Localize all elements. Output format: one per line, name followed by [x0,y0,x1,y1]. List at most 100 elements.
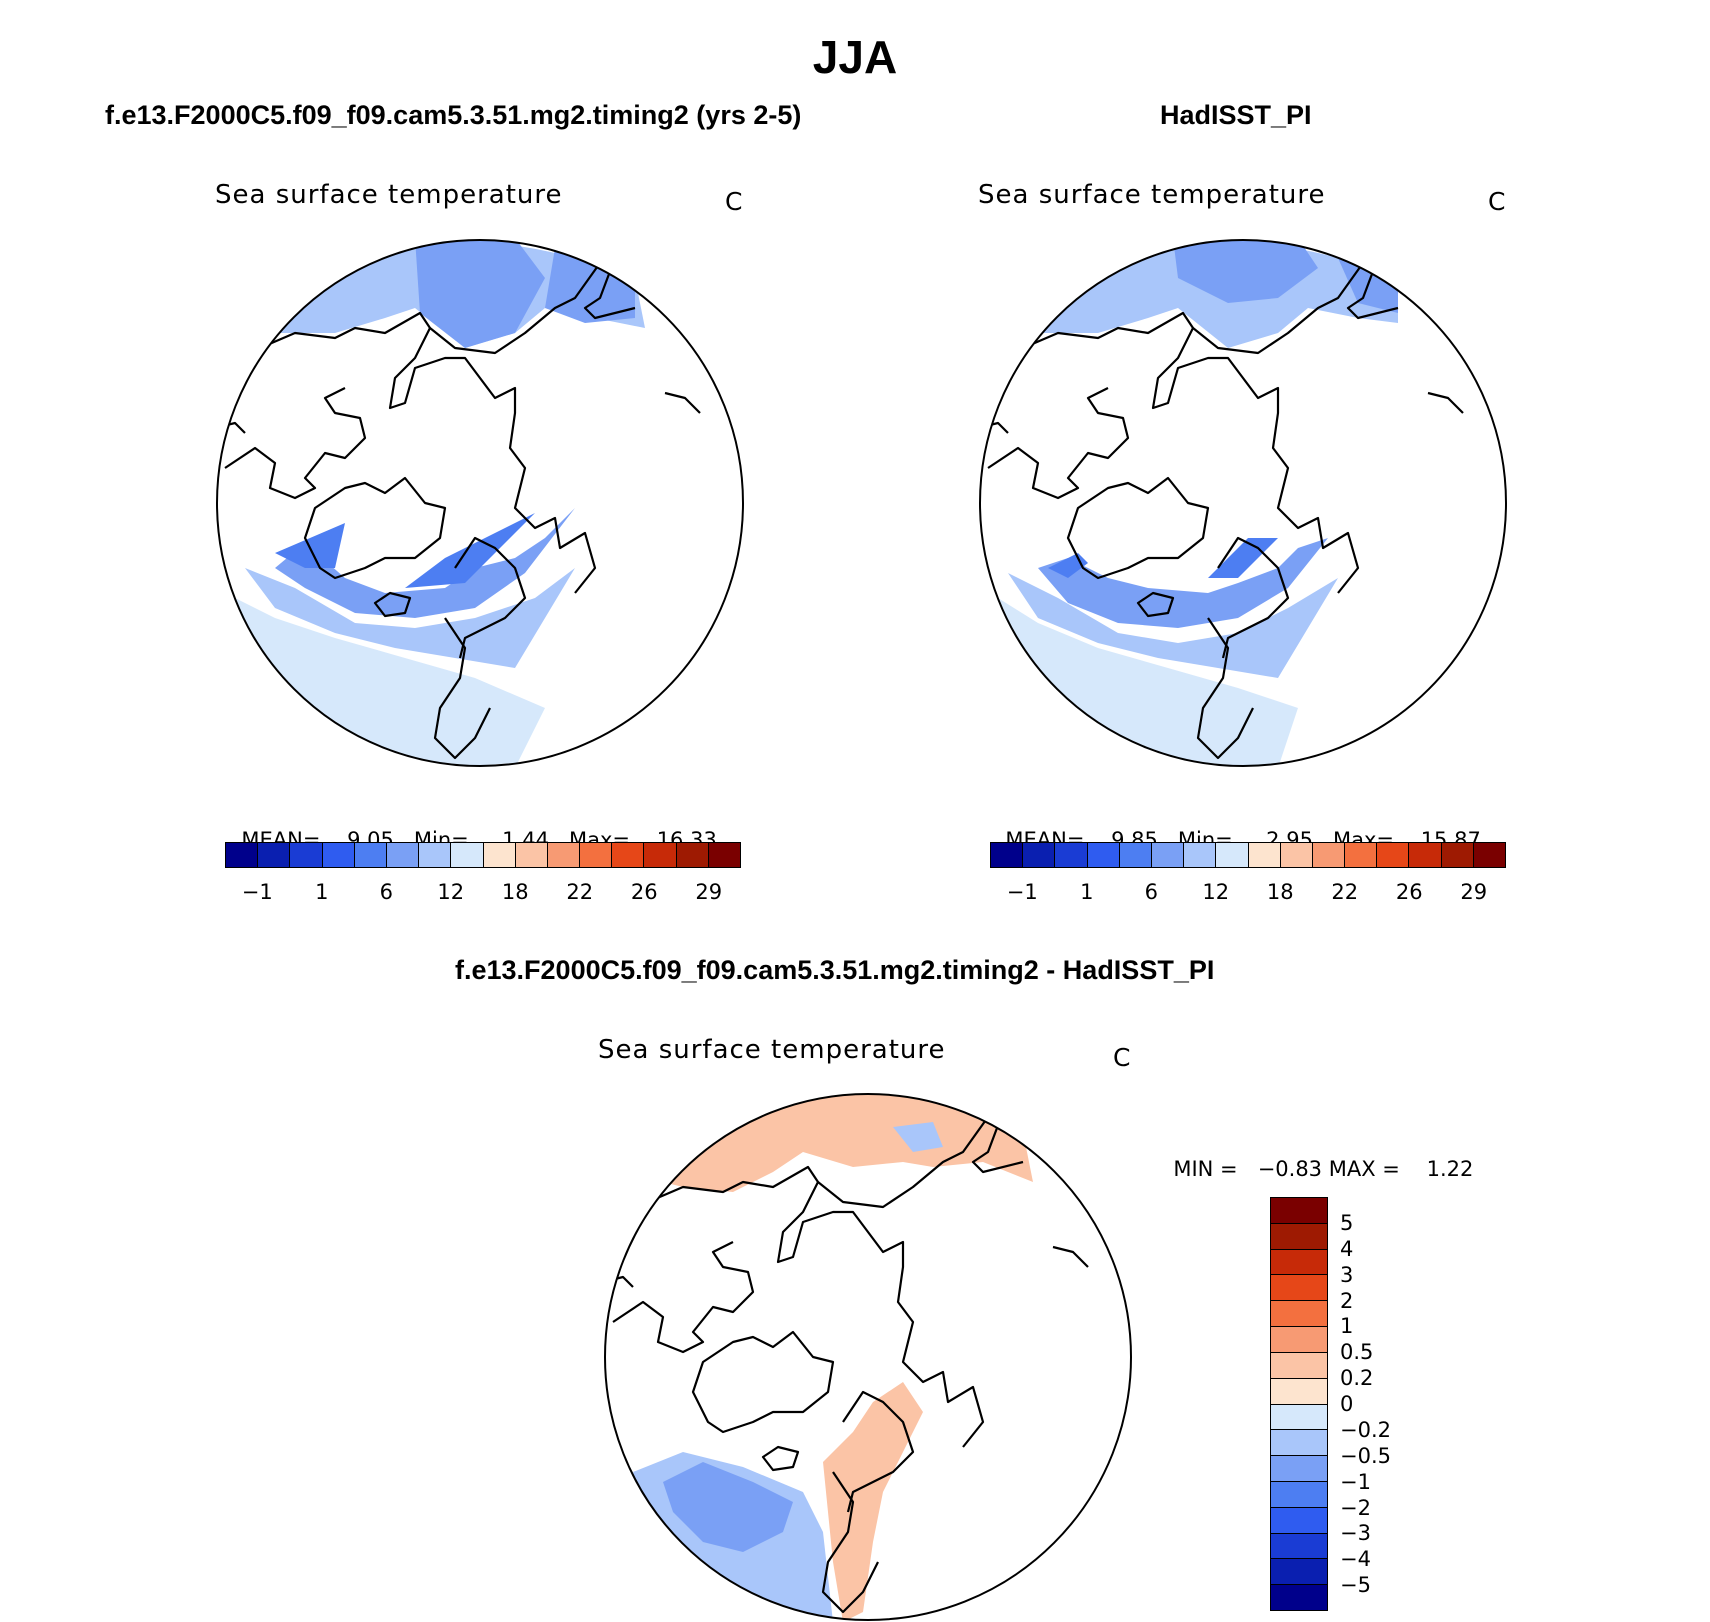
diff-variable-label: Sea surface temperature [598,1035,946,1065]
right-atlantic-mid [1008,573,1338,678]
diff-colorbar-tick-label: −1 [1340,1469,1371,1494]
right-colorbar-swatch [1473,843,1505,867]
right-coast-greenland [1066,476,1210,580]
right-colorbar-tick-label: 26 [1395,880,1423,904]
right-coast-scandinavia [1217,536,1290,659]
right-colorbar-swatch [1248,843,1281,867]
left-bering-sea [415,240,545,348]
diff-colorbar-tick-label: 0.5 [1340,1340,1374,1365]
right-coast-canada [980,387,1130,500]
left-colorbar-tick-label: −1 [241,880,273,904]
left-colorbar-tick-label: 12 [437,880,465,904]
right-atlantic-warm [998,598,1298,766]
diff-max-label: MAX = [1328,1157,1400,1181]
right-colorbar-swatch [1441,843,1474,867]
diff-panel-title: f.e13.F2000C5.f09_f09.cam5.3.51.mg2.timi… [455,955,1215,985]
left-colorbar-tick-label: 1 [315,880,329,904]
left-colorbar-swatch [644,843,677,867]
left-colorbar-swatch [258,843,291,867]
diff-coast-asia [817,1110,1024,1209]
right-colorbar-swatch [1377,843,1410,867]
diff-colorbar [1270,1197,1328,1611]
left-colorbar-ticks: −1 1 6 12 18 22 26 29 [225,880,741,910]
left-colorbar-swatch [451,843,484,867]
right-north-atlantic-cold [1038,538,1328,628]
diff-colorbar-ticks: 5 4 3 2 1 0.5 0.2 0 −0.2 −0.5 −1 −2 −3 −4 −5 [1340,1197,1440,1611]
diff-norwegian-positive [823,1382,923,1620]
left-variable-label: Sea surface temperature [215,180,563,210]
diff-colorbar-swatch [1271,1558,1327,1585]
right-colorbar-swatch [1409,843,1442,867]
diff-colorbar-swatch [1271,1403,1327,1430]
left-north-atlantic-cold [275,508,575,618]
left-colorbar-swatch [483,843,516,867]
diff-colorbar-swatch [1271,1248,1327,1275]
diff-min-value: −0.83 [1257,1157,1323,1181]
right-colorbar-tick-label: −1 [1006,880,1038,904]
diff-colorbar-tick-label: 1 [1340,1314,1354,1339]
left-colorbar-swatch [290,843,323,867]
left-coast-scandinavia [454,536,527,659]
right-norwegian-sea [1208,538,1278,578]
left-coast-greenland [303,476,447,580]
right-coast-island-east [1427,391,1464,414]
left-norwegian-sea [405,513,535,588]
right-polar-map [979,239,1507,767]
diff-coast-iceland [761,1445,800,1472]
diff-colorbar-tick-label: 0.2 [1340,1366,1374,1391]
diff-colorbar-tick-label: −4 [1340,1547,1371,1572]
left-colorbar-tick-label: 26 [630,880,658,904]
diff-colorbar-tick-label: 0 [1340,1392,1354,1416]
diff-colorbar-tick-label: 4 [1340,1236,1354,1261]
left-coast-canada [217,387,367,500]
diff-units-label: C [1113,1043,1131,1072]
diff-min-label: MIN = [1173,1157,1238,1181]
right-colorbar-swatch [1087,843,1120,867]
diff-coast-greenland [691,1330,835,1434]
left-polar-map [216,239,744,767]
left-atlantic-warm [235,598,545,766]
right-colorbar-ticks: −1 1 6 12 18 22 26 29 [990,880,1506,910]
right-colorbar-swatch [1119,843,1152,867]
left-colorbar-swatch [386,843,420,867]
diff-colorbar-tick-label: 5 [1340,1210,1354,1235]
left-atlantic-mid [245,568,575,668]
diff-colorbar-swatch [1271,1326,1327,1352]
right-colorbar-swatch [1216,843,1249,867]
diff-max-value: 1.22 [1426,1157,1474,1181]
right-coast-iceland [1136,591,1175,618]
diff-colorbar-swatch [1271,1584,1327,1610]
diff-colorbar-swatch [1271,1532,1327,1559]
right-variable-label: Sea surface temperature [978,180,1326,210]
right-colorbar-swatch [991,843,1024,867]
left-colorbar-swatch [547,843,581,867]
diff-coast-europe [821,1471,879,1614]
left-colorbar-swatch [226,843,259,867]
diff-colorbar-swatch [1271,1198,1327,1223]
right-bering-sea [1173,240,1318,303]
diff-colorbar-tick-label: −0.5 [1340,1443,1391,1468]
right-panel-case-title: HadISST_PI [1160,100,1312,130]
left-coast-island-east [664,391,701,414]
left-colorbar-tick-label: 29 [695,880,723,904]
right-colorbar-swatch [1151,843,1185,867]
left-colorbar-swatch [354,843,387,867]
diff-colorbar-swatch [1271,1351,1327,1378]
right-colorbar-tick-label: 18 [1266,880,1294,904]
diff-colorbar-tick-label: 3 [1340,1262,1354,1287]
left-colorbar-swatch [676,843,709,867]
right-coast-asia [1192,256,1399,355]
diff-colorbar-swatch [1271,1274,1327,1301]
diff-colorbar-swatch [1271,1480,1327,1507]
diff-colorbar-tick-label: −0.2 [1340,1417,1391,1442]
right-colorbar-swatch [1184,843,1217,867]
left-coast-iceland [373,591,412,618]
left-colorbar-tick-label: 18 [501,880,529,904]
diff-colorbar-tick-label: −2 [1340,1495,1371,1520]
diff-coast-scandinavia [842,1390,915,1513]
left-coast-alaska [259,311,597,594]
diff-colorbar-swatch [1271,1506,1327,1533]
left-colorbar-tick-label: 6 [379,880,393,904]
left-colorbar-swatch [612,843,645,867]
diff-atlantic-negative [663,1462,793,1552]
